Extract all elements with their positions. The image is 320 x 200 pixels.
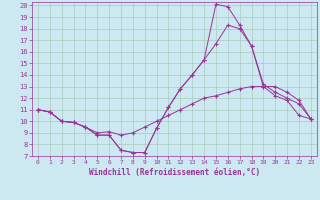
X-axis label: Windchill (Refroidissement éolien,°C): Windchill (Refroidissement éolien,°C) [89,168,260,177]
